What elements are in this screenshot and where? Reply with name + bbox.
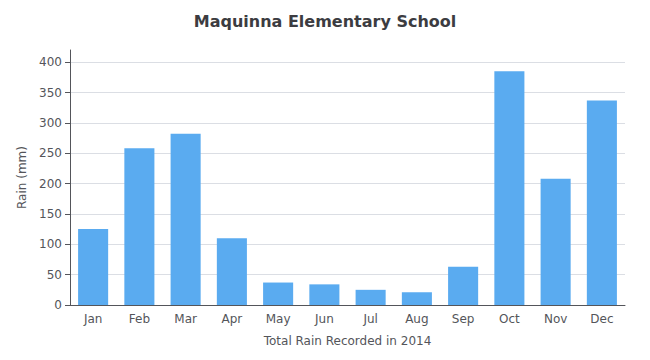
svg-text:Jun: Jun (314, 312, 334, 326)
svg-text:Maquinna Elementary School: Maquinna Elementary School (194, 12, 457, 31)
svg-text:Jan: Jan (83, 312, 103, 326)
svg-text:400: 400 (39, 55, 62, 69)
svg-text:350: 350 (39, 86, 62, 100)
svg-text:200: 200 (39, 177, 62, 191)
svg-text:150: 150 (39, 207, 62, 221)
svg-text:Oct: Oct (499, 312, 520, 326)
svg-text:Jul: Jul (362, 312, 377, 326)
svg-text:100: 100 (39, 237, 62, 251)
svg-text:Dec: Dec (590, 312, 613, 326)
svg-text:May: May (266, 312, 291, 326)
svg-text:Mar: Mar (174, 312, 197, 326)
svg-text:Aug: Aug (405, 312, 428, 326)
svg-text:250: 250 (39, 146, 62, 160)
svg-text:Nov: Nov (544, 312, 567, 326)
svg-text:0: 0 (54, 298, 62, 312)
svg-text:Total Rain Recorded in 2014: Total Rain Recorded in 2014 (263, 334, 432, 348)
svg-text:50: 50 (47, 268, 62, 282)
svg-text:300: 300 (39, 116, 62, 130)
svg-text:Rain (mm): Rain (mm) (15, 146, 29, 209)
svg-text:Sep: Sep (452, 312, 475, 326)
svg-text:Apr: Apr (221, 312, 242, 326)
svg-text:Feb: Feb (129, 312, 150, 326)
